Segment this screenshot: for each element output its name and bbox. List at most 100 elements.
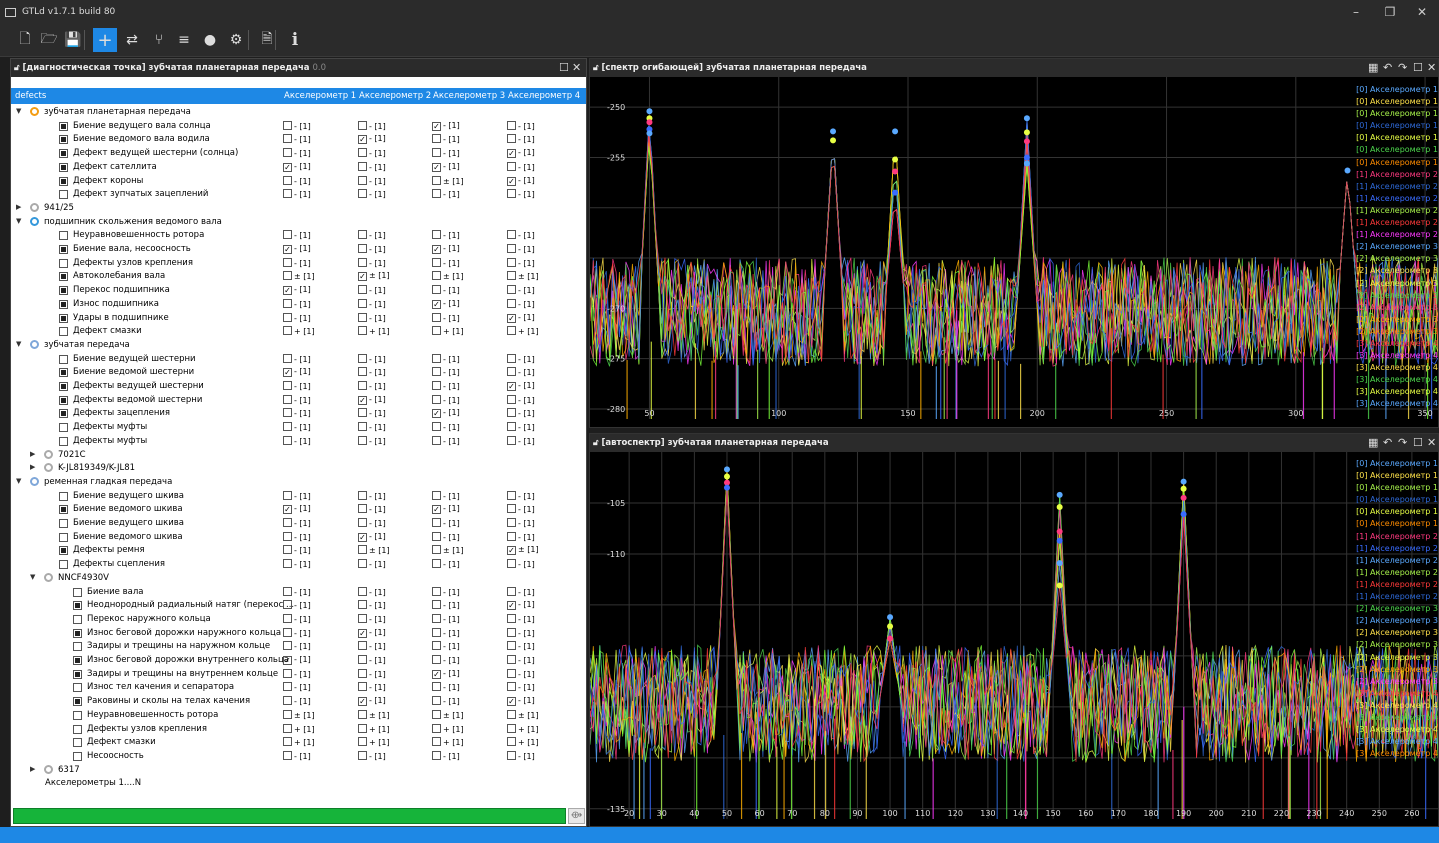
- empty-box-icon[interactable]: [507, 518, 516, 527]
- empty-box-icon[interactable]: [358, 353, 367, 363]
- accelerometer-cell[interactable]: - [1]: [507, 655, 535, 665]
- empty-box-icon[interactable]: [507, 559, 516, 569]
- defect-row[interactable]: Дефекты муфты - [1] - [1] - [1] - [1]: [11, 435, 586, 449]
- defect-row[interactable]: Биение ведомого шкива - [1] ✓ - [1] - [1] - […: [11, 531, 586, 545]
- empty-box-icon[interactable]: [358, 244, 367, 253]
- accelerometer-cell[interactable]: ✓ - [1]: [283, 244, 311, 254]
- checked-box-icon[interactable]: ✓: [358, 697, 367, 707]
- accelerometer-cell[interactable]: - [1]: [432, 750, 460, 761]
- defect-checkbox[interactable]: [59, 190, 68, 200]
- empty-box-icon[interactable]: [507, 490, 516, 500]
- empty-box-icon[interactable]: [432, 230, 441, 240]
- empty-box-icon[interactable]: [283, 435, 292, 445]
- accelerometer-cell[interactable]: - [1]: [507, 422, 535, 432]
- defect-checkbox[interactable]: [59, 368, 68, 378]
- accelerometer-cell[interactable]: - [1]: [507, 750, 535, 761]
- empty-box-icon[interactable]: [432, 586, 441, 596]
- empty-box-icon[interactable]: [283, 271, 292, 281]
- accelerometer-cell[interactable]: - [1]: [358, 682, 386, 692]
- accelerometer-cell[interactable]: - [1]: [432, 353, 460, 364]
- legend-item[interactable]: [1] Акселерометр 2: [1356, 169, 1438, 179]
- accelerometer-cell[interactable]: ± [1]: [358, 545, 390, 555]
- empty-box-icon[interactable]: [283, 641, 292, 651]
- accelerometer-cell[interactable]: - [1]: [507, 559, 535, 569]
- accelerometer-cell[interactable]: - [1]: [432, 189, 460, 199]
- defect-checkbox[interactable]: [73, 697, 82, 707]
- accelerometer-cell[interactable]: - [1]: [358, 353, 386, 364]
- legend-item[interactable]: [2] Акселерометр 3: [1356, 254, 1438, 264]
- checked-box-icon[interactable]: ✓: [507, 697, 516, 707]
- empty-box-icon[interactable]: [507, 504, 516, 514]
- empty-box-icon[interactable]: [358, 312, 367, 322]
- collapse-arrow-icon[interactable]: ▼: [16, 107, 22, 115]
- accelerometer-cell[interactable]: ✓ - [1]: [507, 600, 535, 611]
- checked-box-icon[interactable]: ✓: [432, 121, 441, 131]
- accelerometer-cell[interactable]: ✓ - [1]: [358, 134, 386, 145]
- collapse-arrow-icon[interactable]: ▼: [16, 216, 22, 225]
- accelerometer-cell[interactable]: - [1]: [432, 559, 460, 569]
- accelerometer-cell[interactable]: - [1]: [507, 408, 535, 418]
- empty-box-icon[interactable]: [283, 353, 292, 363]
- accelerometer-cell[interactable]: + [1]: [507, 326, 539, 336]
- log-icon[interactable]: 🗎: [261, 31, 273, 47]
- accelerometer-cell[interactable]: - [1]: [432, 518, 460, 528]
- accelerometer-cell[interactable]: - [1]: [283, 298, 311, 309]
- accelerometer-cell[interactable]: - [1]: [358, 120, 386, 131]
- defect-row[interactable]: Биение ведомого шкива ✓ - [1] - [1] ✓ - [1] - …: [11, 503, 586, 517]
- empty-box-icon[interactable]: [283, 531, 292, 541]
- defect-checkbox[interactable]: [59, 327, 68, 337]
- defect-checkbox[interactable]: [73, 738, 82, 748]
- accelerometer-cell[interactable]: ✓ ± [1]: [358, 271, 390, 282]
- defect-checkbox[interactable]: [59, 532, 68, 542]
- empty-box-icon[interactable]: [432, 189, 441, 199]
- empty-box-icon[interactable]: [507, 367, 516, 377]
- accelerometer-cell[interactable]: - [1]: [283, 545, 311, 555]
- accelerometer-cell[interactable]: - [1]: [507, 189, 535, 199]
- empty-box-icon[interactable]: [283, 709, 292, 719]
- accelerometer-cell[interactable]: ✓ - [1]: [432, 121, 460, 131]
- empty-box-icon[interactable]: [358, 682, 367, 692]
- defect-checkbox[interactable]: [59, 313, 68, 323]
- defect-checkbox[interactable]: [59, 286, 68, 296]
- autospectrum-chart[interactable]: 20 30 40 50 60 70 80 90 100 110 120 130 140 150 160 170…: [590, 452, 1438, 827]
- empty-box-icon[interactable]: [283, 737, 292, 747]
- legend-item[interactable]: [2] Акселерометр 3: [1356, 676, 1438, 686]
- accelerometer-cell[interactable]: - [1]: [432, 613, 460, 624]
- accelerometer-cell[interactable]: - [1]: [358, 381, 386, 391]
- empty-box-icon[interactable]: [507, 655, 516, 664]
- defect-row[interactable]: Удары в подшипнике - [1] - [1] - [1] ✓ - [1]: [11, 312, 586, 326]
- info-icon[interactable]: i: [291, 30, 299, 50]
- accelerometer-cell[interactable]: ± [1]: [507, 271, 539, 281]
- empty-box-icon[interactable]: [358, 175, 367, 185]
- accelerometer-cell[interactable]: - [1]: [358, 244, 386, 254]
- legend-item[interactable]: [2] Акселерометр 3: [1356, 664, 1438, 674]
- column-accel-2[interactable]: Акселерометр 2: [359, 91, 432, 101]
- column-accel-1[interactable]: Акселерометр 1: [284, 91, 357, 101]
- empty-box-icon[interactable]: [507, 244, 516, 253]
- accelerometer-cell[interactable]: ✓ - [1]: [507, 313, 535, 323]
- lock-icon[interactable]: 🔓︎: [593, 63, 599, 73]
- accelerometer-cell[interactable]: - [1]: [507, 353, 535, 364]
- defect-row[interactable]: Перекос подшипника ✓ - [1] - [1] - [1] - [1]: [11, 284, 586, 298]
- empty-box-icon[interactable]: [283, 682, 292, 692]
- accelerometer-cell[interactable]: - [1]: [283, 408, 311, 418]
- checked-box-icon[interactable]: ✓: [432, 505, 441, 515]
- open-folder-icon[interactable]: 🗁: [40, 31, 58, 47]
- accelerometer-cell[interactable]: + [1]: [432, 737, 464, 747]
- defect-row[interactable]: Биение вала - [1] - [1] - [1] - [1]: [11, 586, 586, 600]
- accelerometer-cell[interactable]: - [1]: [507, 682, 535, 692]
- empty-box-icon[interactable]: [507, 161, 516, 171]
- empty-box-icon[interactable]: [358, 504, 367, 514]
- legend-item[interactable]: [3] Акселерометр 4: [1356, 700, 1438, 710]
- accelerometer-cell[interactable]: - [1]: [432, 285, 460, 295]
- empty-box-icon[interactable]: [283, 668, 292, 678]
- defect-checkbox[interactable]: [73, 656, 82, 665]
- defect-checkbox[interactable]: [59, 149, 68, 159]
- defect-checkbox[interactable]: [59, 395, 68, 405]
- minimize-button[interactable]: –: [1353, 5, 1359, 19]
- accelerometer-cell[interactable]: - [1]: [358, 490, 386, 501]
- accelerometer-cell[interactable]: - [1]: [507, 641, 535, 651]
- empty-box-icon[interactable]: [283, 490, 292, 500]
- empty-box-icon[interactable]: [283, 312, 292, 322]
- empty-box-icon[interactable]: [358, 641, 367, 651]
